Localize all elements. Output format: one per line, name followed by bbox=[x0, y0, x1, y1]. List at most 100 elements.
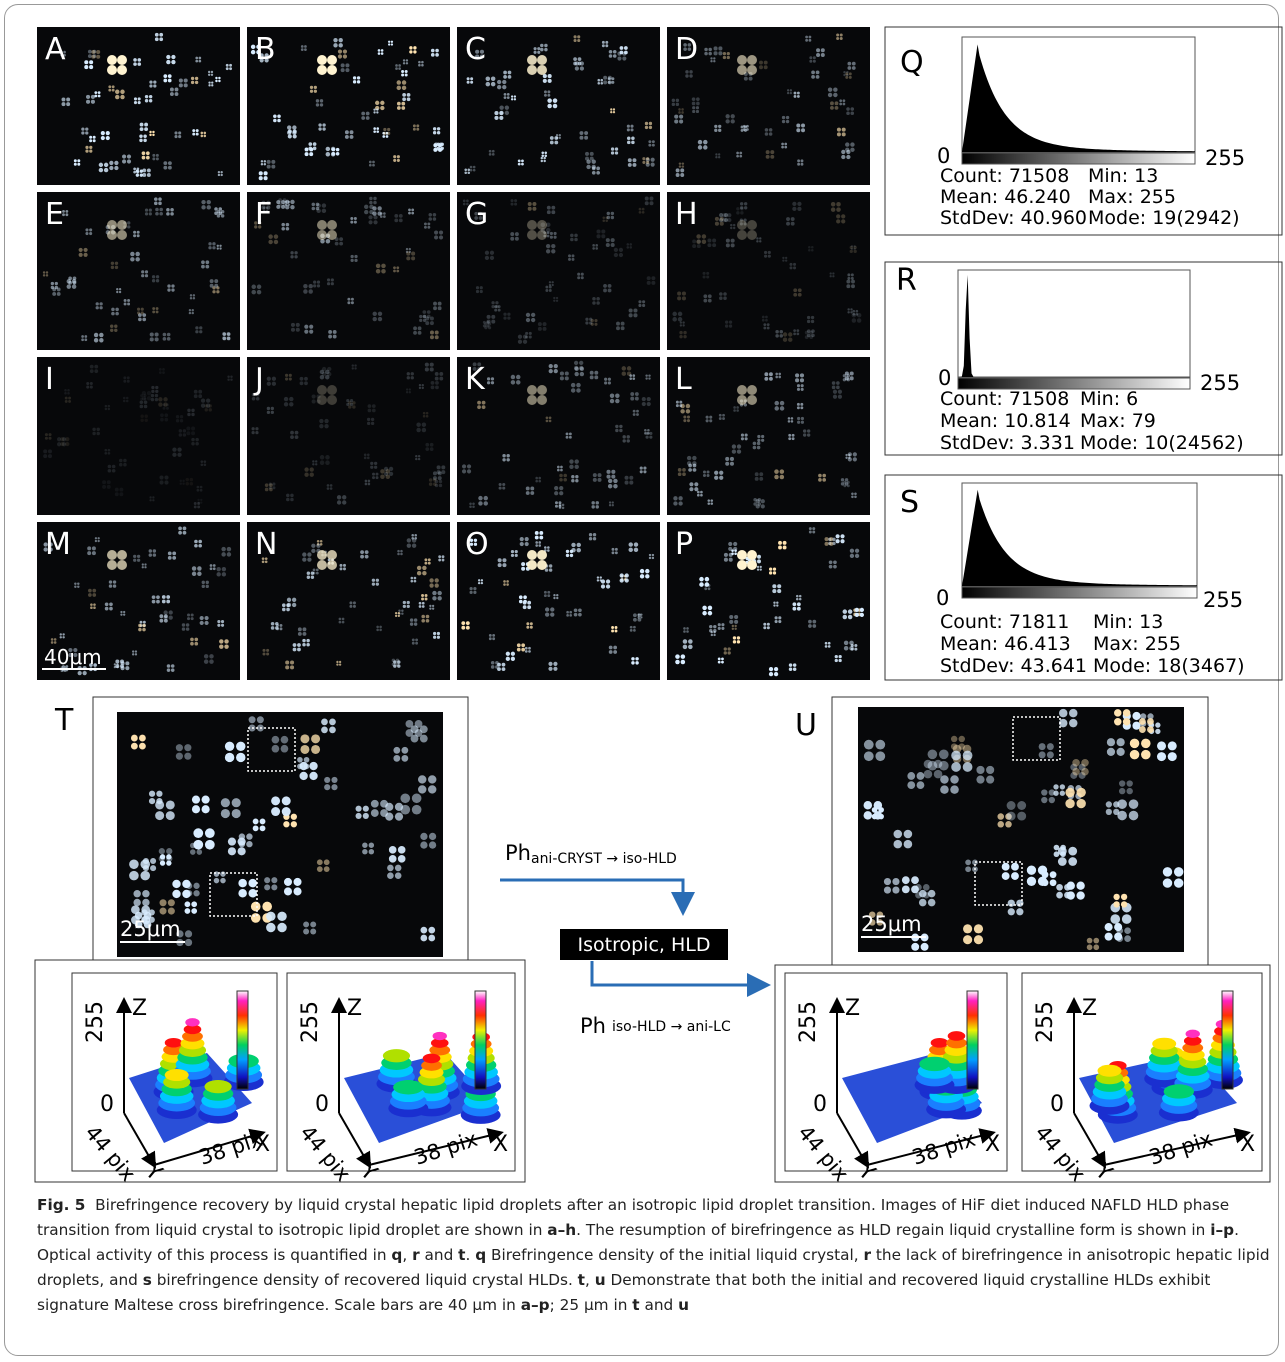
droplet-lobe bbox=[619, 253, 623, 257]
droplet-lobe bbox=[414, 618, 417, 621]
droplet-lobe bbox=[783, 541, 787, 545]
droplet-lobe bbox=[290, 205, 294, 209]
droplet-lobe bbox=[327, 282, 330, 285]
droplet-lobe bbox=[84, 335, 87, 338]
droplet-lobe bbox=[550, 136, 554, 140]
droplet-lobe bbox=[303, 632, 307, 636]
droplet-lobe bbox=[197, 505, 200, 508]
droplet-lobe bbox=[426, 619, 430, 623]
droplet-lobe bbox=[629, 308, 633, 312]
droplet-lobe bbox=[1007, 812, 1016, 821]
droplet-lobe bbox=[772, 589, 776, 593]
droplet-lobe bbox=[566, 614, 569, 617]
droplet-lobe bbox=[393, 755, 400, 762]
droplet-lobe bbox=[702, 234, 706, 238]
droplet-lobe bbox=[503, 583, 506, 586]
z-max: 255 bbox=[298, 1001, 323, 1043]
droplet-lobe bbox=[611, 629, 614, 632]
droplet-lobe bbox=[356, 806, 362, 812]
droplet-lobe bbox=[478, 579, 480, 581]
droplet-lobe bbox=[638, 618, 642, 622]
droplet-lobe bbox=[489, 150, 492, 153]
droplet-lobe bbox=[799, 595, 802, 598]
droplet-lobe bbox=[152, 595, 156, 599]
droplet-lobe bbox=[149, 791, 155, 797]
droplet-lobe bbox=[732, 628, 734, 630]
droplet-lobe bbox=[272, 377, 276, 381]
droplet-lobe bbox=[687, 419, 690, 422]
transition-label: Phani-CRYST → iso-HLD bbox=[505, 841, 677, 867]
droplet-lobe bbox=[257, 716, 264, 723]
droplet-lobe bbox=[85, 131, 88, 134]
droplet-lobe bbox=[571, 383, 575, 387]
droplet-lobe bbox=[429, 478, 433, 482]
droplet-lobe bbox=[299, 772, 307, 780]
droplet-lobe bbox=[620, 46, 624, 50]
axis-min: 0 bbox=[938, 366, 951, 390]
droplet-lobe bbox=[112, 465, 116, 469]
droplet-lobe bbox=[575, 459, 579, 463]
droplet-lobe bbox=[544, 594, 547, 597]
droplet-lobe bbox=[261, 163, 263, 165]
droplet-lobe bbox=[864, 801, 872, 809]
droplet-lobe bbox=[354, 217, 357, 220]
droplet-lobe bbox=[90, 603, 93, 606]
droplet-lobe bbox=[759, 472, 763, 476]
droplet-lobe bbox=[179, 78, 183, 82]
droplet-lobe bbox=[373, 197, 376, 200]
droplet-lobe bbox=[46, 274, 48, 276]
droplet-lobe bbox=[168, 166, 172, 170]
droplet-lobe bbox=[783, 332, 787, 336]
droplet-lobe bbox=[630, 243, 633, 246]
droplet-lobe bbox=[532, 207, 536, 211]
droplet-lobe bbox=[632, 374, 635, 377]
droplet-lobe bbox=[149, 499, 151, 501]
droplet-lobe bbox=[411, 537, 414, 540]
droplet-lobe bbox=[546, 416, 549, 419]
gray-scale bbox=[962, 153, 1195, 164]
droplet-lobe bbox=[110, 329, 113, 332]
droplet-lobe bbox=[49, 437, 52, 440]
droplet-lobe bbox=[311, 734, 320, 743]
droplet-lobe bbox=[845, 76, 848, 79]
droplet-lobe bbox=[395, 615, 397, 617]
droplet-lobe bbox=[98, 91, 101, 94]
droplet-lobe bbox=[433, 471, 437, 475]
droplet-lobe bbox=[677, 296, 681, 300]
droplet-lobe bbox=[836, 539, 840, 543]
droplet-lobe bbox=[633, 313, 637, 317]
droplet-lobe bbox=[640, 467, 643, 470]
droplet-lobe bbox=[560, 469, 563, 472]
droplet-lobe bbox=[434, 235, 438, 239]
droplet-lobe bbox=[1002, 863, 1010, 871]
droplet-lobe bbox=[93, 139, 96, 142]
droplet-lobe bbox=[260, 819, 266, 825]
droplet-lobe bbox=[807, 334, 811, 338]
droplet-lobe bbox=[951, 751, 961, 761]
droplet-lobe bbox=[85, 228, 88, 231]
droplet-lobe bbox=[85, 232, 88, 235]
droplet-lobe bbox=[697, 494, 700, 497]
droplet-lobe bbox=[54, 641, 57, 644]
stat: Min: 6 bbox=[1080, 388, 1138, 410]
droplet-lobe bbox=[364, 205, 368, 209]
droplet-lobe bbox=[613, 646, 617, 650]
droplet-lobe bbox=[350, 135, 354, 139]
droplet-lobe bbox=[777, 584, 781, 588]
droplet-lobe bbox=[405, 70, 408, 73]
droplet-lobe bbox=[632, 163, 636, 167]
droplet-lobe bbox=[220, 871, 226, 877]
droplet-lobe bbox=[296, 328, 300, 332]
droplet-lobe bbox=[209, 659, 213, 663]
droplet-lobe bbox=[65, 437, 69, 441]
droplet-lobe bbox=[502, 487, 505, 490]
droplet-lobe bbox=[615, 429, 618, 432]
droplet-lobe bbox=[683, 419, 686, 422]
droplet-lobe bbox=[414, 534, 417, 537]
droplet-lobe bbox=[728, 651, 731, 654]
droplet-lobe bbox=[554, 232, 557, 235]
droplet-lobe bbox=[553, 104, 558, 109]
droplet-lobe bbox=[428, 927, 435, 934]
droplet-lobe bbox=[649, 197, 653, 201]
droplet-lobe bbox=[607, 212, 610, 215]
